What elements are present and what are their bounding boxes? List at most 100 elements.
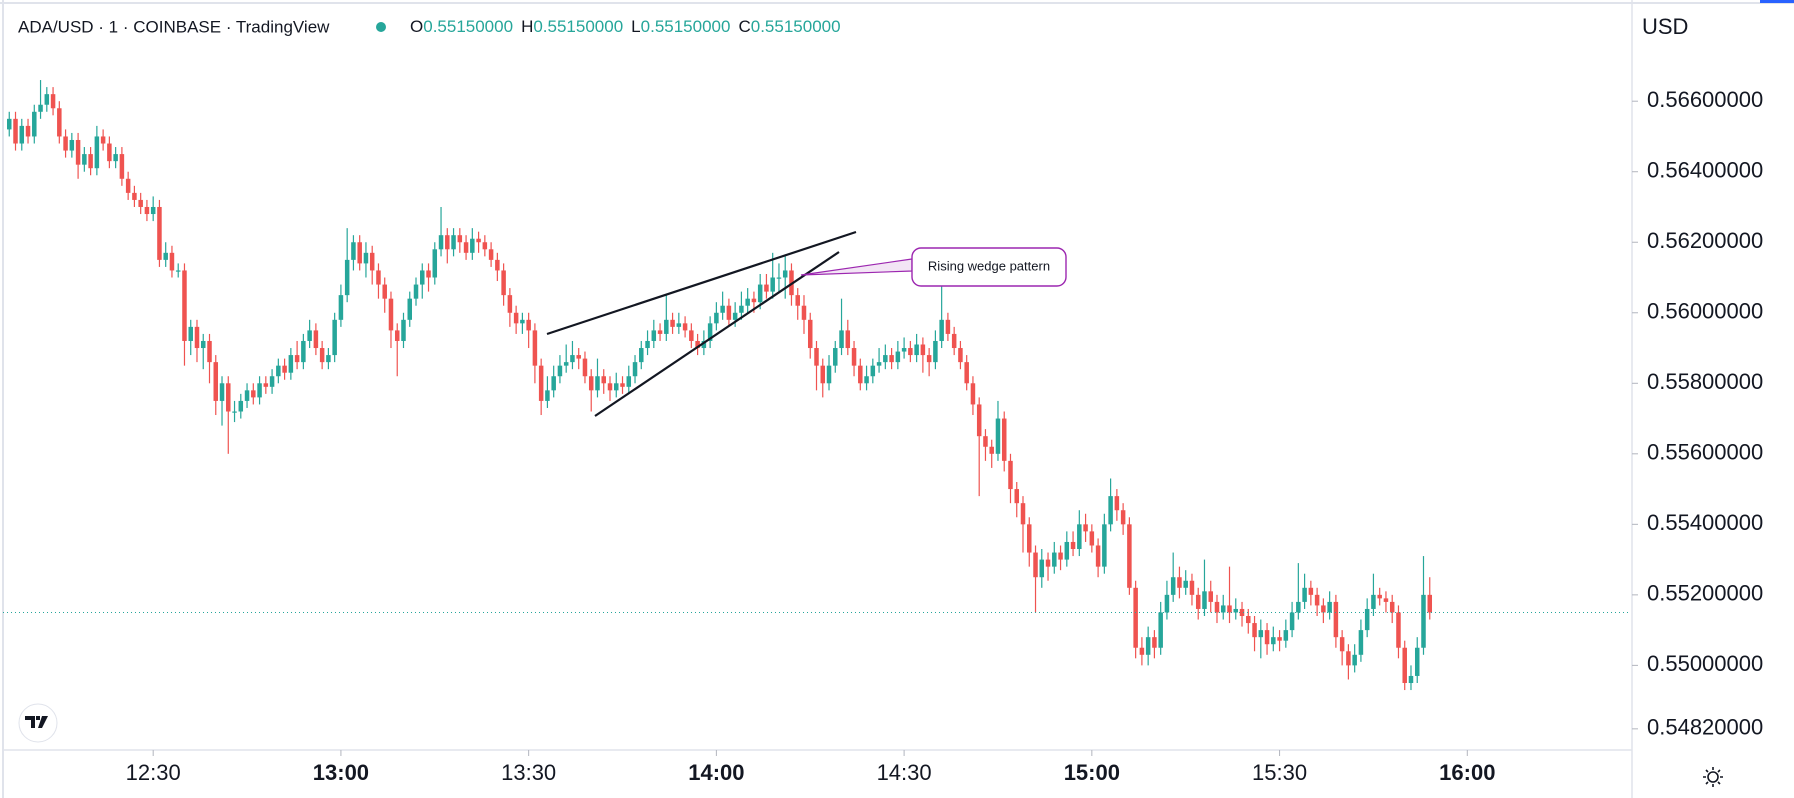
- candle-body: [1189, 580, 1195, 595]
- candle-body: [1070, 541, 1076, 550]
- candle-body: [995, 418, 1001, 454]
- candle-body: [501, 270, 506, 296]
- candle-body: [369, 252, 375, 271]
- candle-body: [113, 154, 118, 162]
- symbol-title: ADA/USD · 1 · COINBASE · TradingView: [18, 17, 330, 36]
- candle-body: [614, 383, 619, 391]
- candle-body: [745, 298, 750, 306]
- candle-body: [382, 284, 387, 299]
- candle-body: [1377, 594, 1382, 599]
- candle-body: [557, 365, 563, 377]
- candle-body: [144, 206, 150, 215]
- settings-icon: [1703, 767, 1723, 787]
- candle-body: [701, 340, 707, 349]
- candle-body: [1427, 594, 1433, 613]
- ohlc-key: C: [738, 17, 750, 36]
- candle-body: [50, 94, 56, 109]
- y-tick-label: 0.55800000: [1647, 369, 1763, 394]
- lower-trendline: [594, 251, 840, 417]
- x-tick-label: 14:30: [877, 760, 932, 785]
- candle-body: [1001, 418, 1007, 461]
- candle-body: [939, 319, 944, 341]
- candle-body: [332, 319, 337, 356]
- candle-body: [814, 348, 819, 366]
- candle-body: [276, 365, 281, 377]
- candle-body: [1289, 612, 1295, 631]
- candle-body: [833, 348, 838, 366]
- candle-body: [826, 365, 832, 384]
- y-tick-label: 0.55000000: [1647, 651, 1763, 676]
- candle-body: [451, 235, 456, 250]
- candle-body: [157, 206, 162, 260]
- candle-body: [1064, 541, 1070, 560]
- callout-box: [911, 247, 1067, 287]
- candle-body: [989, 446, 994, 454]
- candle-body: [463, 242, 469, 253]
- sun-core: [1707, 771, 1719, 783]
- candle-body: [269, 376, 275, 387]
- logo-circle: [18, 703, 58, 743]
- candle-body: [1033, 552, 1038, 578]
- candle-body: [764, 284, 769, 292]
- candle-body: [1296, 601, 1301, 613]
- candle-body: [1052, 552, 1057, 567]
- ohlc-value: 0.55150000: [641, 17, 731, 36]
- candle-body: [1321, 605, 1326, 613]
- candle-body: [294, 355, 300, 363]
- candle-body: [219, 383, 225, 401]
- candle-body: [1346, 651, 1351, 666]
- candle-body: [1358, 630, 1364, 655]
- candle-body: [908, 348, 913, 356]
- candle-body: [1177, 577, 1182, 588]
- candle-body: [901, 348, 907, 352]
- candle-body: [1314, 594, 1320, 606]
- candle-body: [632, 362, 638, 377]
- sun-rays: [1703, 767, 1723, 787]
- candle-body: [163, 252, 168, 260]
- candle-body: [695, 340, 700, 349]
- candle-body: [438, 235, 444, 250]
- candle-body: [363, 252, 369, 264]
- candle-body: [707, 323, 713, 341]
- candle-body: [1139, 647, 1145, 655]
- candle-body: [1352, 654, 1357, 666]
- candle-body: [19, 125, 25, 144]
- candle-body: [782, 270, 788, 278]
- candle-body: [1364, 608, 1370, 631]
- candle-body: [226, 383, 231, 412]
- ohlc-key: H: [521, 17, 533, 36]
- candle-body: [1389, 601, 1395, 613]
- wedge-lines: [546, 230, 857, 417]
- candle-body: [801, 305, 807, 320]
- candle-body: [1227, 605, 1232, 613]
- candle-body: [57, 108, 62, 137]
- ohlc-value: 0.55150000: [751, 17, 841, 36]
- candle-body: [807, 319, 813, 349]
- candle-body: [326, 355, 331, 363]
- candle-body: [351, 242, 356, 260]
- candle-body: [1408, 675, 1414, 684]
- candle-body: [507, 295, 513, 313]
- candle-body: [1283, 630, 1289, 641]
- candle-body: [251, 390, 256, 398]
- candle-body: [207, 340, 212, 363]
- candle-body: [739, 305, 744, 313]
- candle-body: [1264, 630, 1270, 645]
- candle-body: [1008, 460, 1013, 490]
- candle-body: [100, 136, 106, 144]
- candle-body: [69, 139, 75, 151]
- candle-body: [588, 376, 594, 391]
- candle-body: [175, 270, 181, 272]
- candle-body: [1396, 612, 1401, 648]
- candle-body: [1402, 647, 1407, 684]
- candle-body: [1020, 503, 1026, 525]
- candle-body: [394, 330, 400, 341]
- candle-body: [495, 259, 500, 271]
- candle-body: [1127, 524, 1132, 588]
- candle-body: [1339, 637, 1345, 652]
- candle-body: [1202, 591, 1207, 609]
- candle-body: [1220, 605, 1226, 613]
- candle-body: [601, 376, 606, 384]
- candle-body: [864, 376, 869, 384]
